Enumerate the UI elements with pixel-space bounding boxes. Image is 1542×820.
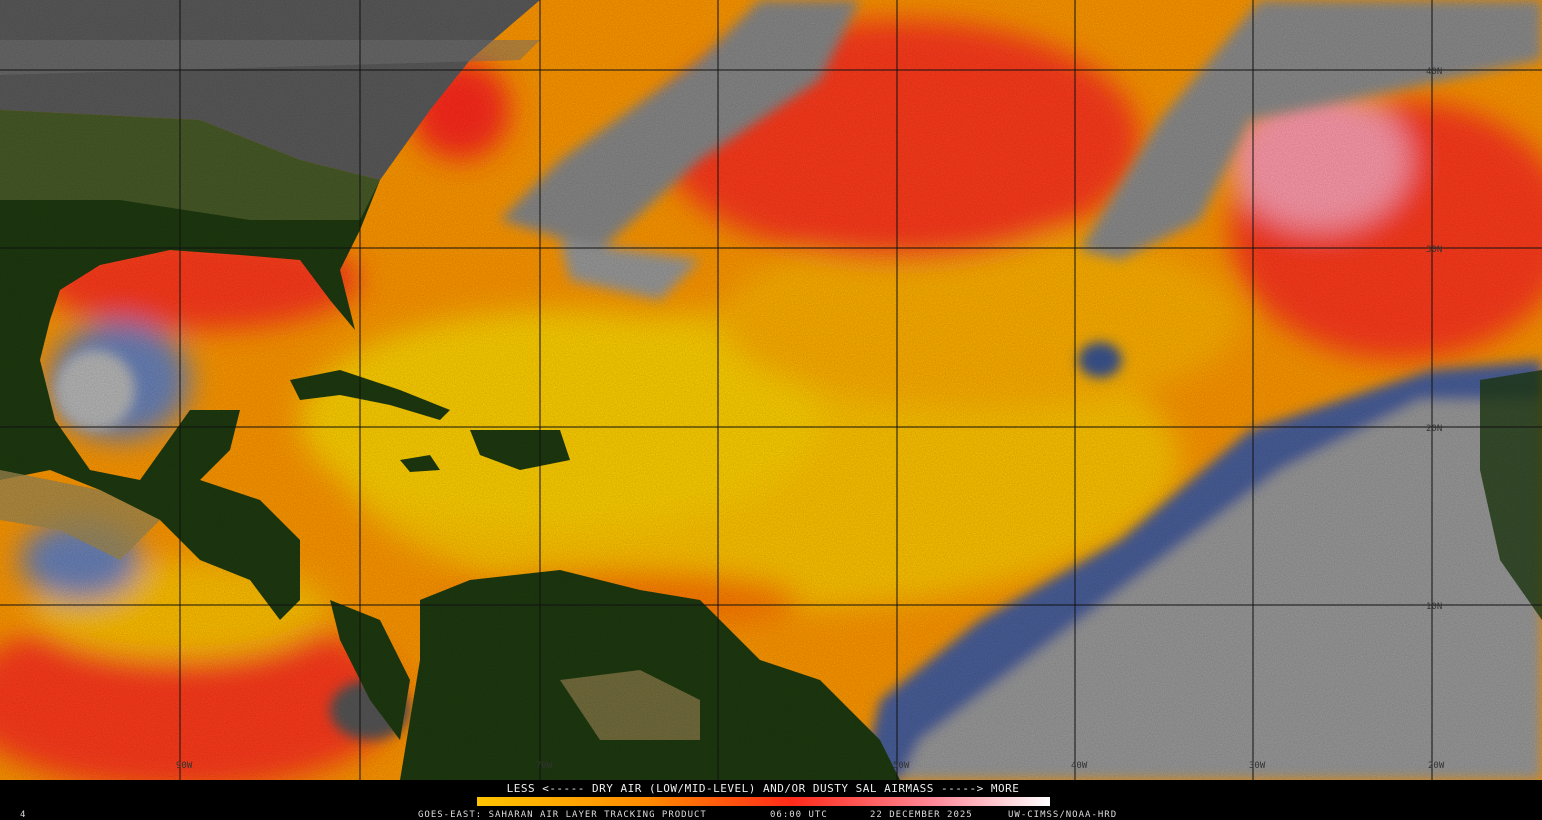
- time: 06:00 UTC: [770, 810, 828, 820]
- date: 22 DECEMBER 2025: [870, 810, 973, 820]
- product-name: GOES-EAST: SAHARAN AIR LAYER TRACKING PR…: [418, 810, 707, 820]
- lon-label: 30W: [1249, 761, 1266, 771]
- satellite-map: 40N 30N 20N 10N 90W 70W 50W 40W 30W 20W: [0, 0, 1542, 790]
- lon-label: 70W: [536, 761, 553, 771]
- lon-label: 20W: [1428, 761, 1445, 771]
- frame-number: 4: [20, 810, 26, 820]
- lon-label: 50W: [893, 761, 910, 771]
- lat-label: 20N: [1426, 424, 1442, 434]
- lat-lon-grid: [0, 0, 1542, 780]
- legend-bar: LESS <----- DRY AIR (LOW/MID-LEVEL) AND/…: [0, 780, 1542, 820]
- lat-label: 40N: [1426, 67, 1442, 77]
- legend-caption: LESS <----- DRY AIR (LOW/MID-LEVEL) AND/…: [507, 782, 1020, 795]
- color-scale: [477, 797, 1050, 806]
- lat-label: 30N: [1426, 245, 1442, 255]
- lat-label: 10N: [1426, 602, 1442, 612]
- credit: UW-CIMSS/NOAA-HRD: [1008, 810, 1117, 820]
- lon-label: 90W: [176, 761, 193, 771]
- lon-label: 40W: [1071, 761, 1088, 771]
